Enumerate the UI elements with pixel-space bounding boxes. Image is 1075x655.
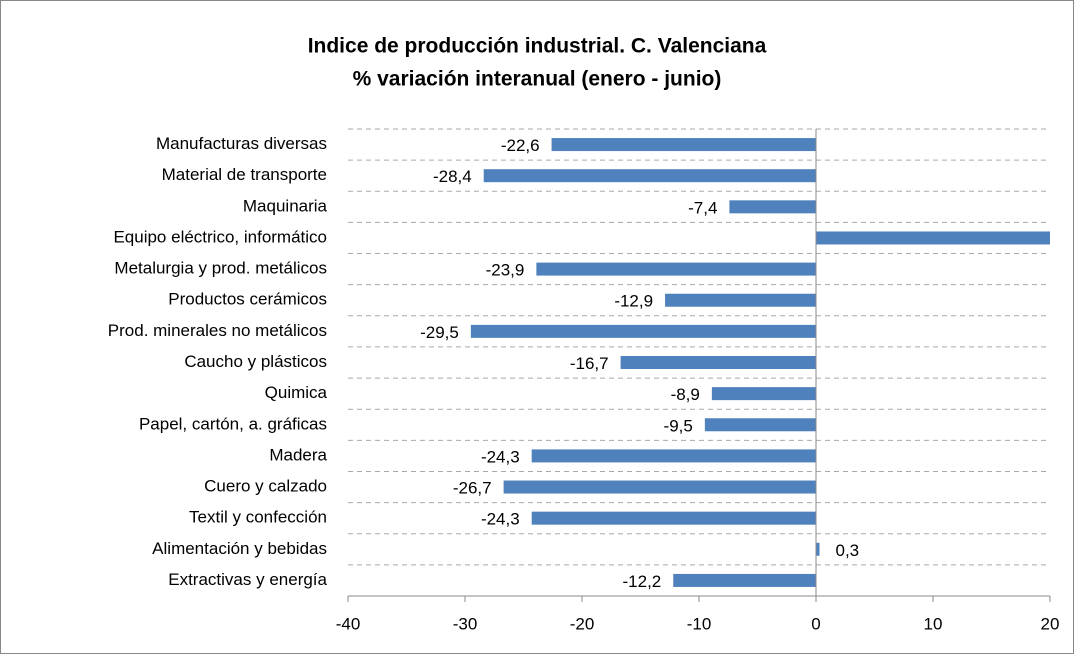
- x-tick-label: 0: [811, 614, 820, 633]
- data-label: -16,7: [570, 354, 609, 373]
- bar: [503, 480, 816, 494]
- data-label: -28,4: [433, 167, 472, 186]
- y-tick-label: Alimentación y bebidas: [152, 539, 327, 558]
- bar: [816, 231, 1050, 245]
- chart-title: Indice de producción industrial. C. Vale…: [308, 35, 767, 58]
- x-tick-label: -30: [453, 614, 478, 633]
- data-label: -29,5: [420, 323, 459, 342]
- data-label: -12,2: [623, 572, 662, 591]
- x-tick-label: 20: [1041, 614, 1060, 633]
- data-label: -7,4: [688, 198, 717, 217]
- x-tick-label: -40: [336, 614, 361, 633]
- y-tick-label: Cuero y calzado: [204, 477, 327, 496]
- y-tick-label: Prod. minerales no metálicos: [108, 321, 327, 340]
- y-tick-label: Extractivas y energía: [168, 570, 327, 589]
- bar: [729, 200, 816, 214]
- x-tick-label: -10: [687, 614, 712, 633]
- data-label: -24,3: [481, 447, 520, 466]
- data-label: -8,9: [671, 385, 700, 404]
- y-tick-label: Madera: [269, 445, 327, 464]
- bar: [536, 262, 816, 276]
- y-tick-label: Maquinaria: [243, 196, 328, 215]
- bar: [711, 387, 816, 401]
- y-tick-label: Material de transporte: [162, 165, 327, 184]
- data-label: -22,6: [501, 136, 540, 155]
- y-tick-label: Manufacturas diversas: [156, 134, 327, 153]
- x-tick-label: 10: [924, 614, 943, 633]
- bar: [673, 573, 816, 587]
- data-label: -9,5: [664, 416, 693, 435]
- bar: [665, 293, 816, 307]
- bar: [531, 511, 816, 525]
- bar: [483, 169, 816, 183]
- y-tick-label: Metalurgia y prod. metálicos: [114, 259, 327, 278]
- bar: [531, 449, 816, 463]
- data-label: -12,9: [614, 292, 653, 311]
- bar: [816, 542, 820, 556]
- data-label: -23,9: [486, 261, 525, 280]
- y-tick-label: Productos cerámicos: [168, 290, 327, 309]
- y-tick-label: Caucho y plásticos: [184, 352, 327, 371]
- y-tick-label: Equipo eléctrico, informático: [113, 227, 327, 246]
- bar: [704, 418, 816, 432]
- y-tick-label: Papel, cartón, a. gráficas: [139, 414, 327, 433]
- data-label: -26,7: [453, 479, 492, 498]
- bar: [551, 138, 816, 152]
- data-label: -24,3: [481, 510, 520, 529]
- bar: [470, 324, 816, 338]
- y-tick-label: Quimica: [265, 383, 328, 402]
- bar: [620, 356, 816, 369]
- x-tick-label: -20: [570, 614, 595, 633]
- y-tick-label: Textil y confección: [189, 508, 327, 527]
- data-label: 0,3: [836, 541, 860, 560]
- chart-subtitle: % variación interanual (enero - junio): [353, 68, 722, 91]
